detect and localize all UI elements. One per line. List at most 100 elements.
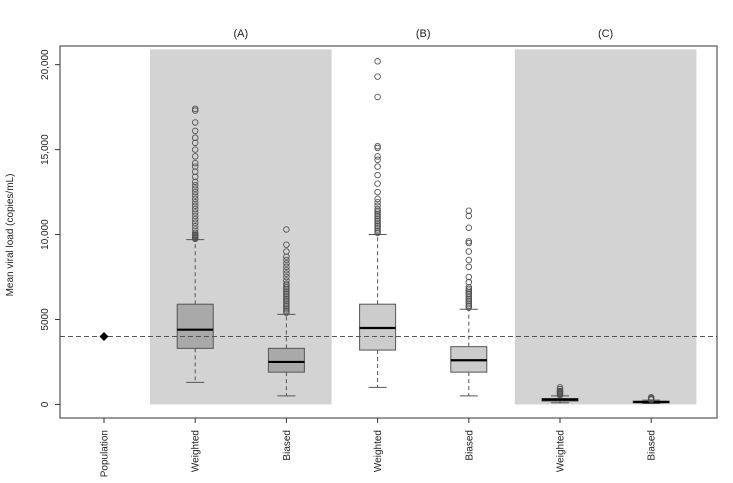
boxplot-weighted-b xyxy=(359,58,397,388)
outlier-point xyxy=(465,302,473,310)
outlier-point xyxy=(465,207,473,215)
outlier-point xyxy=(191,199,199,206)
outlier-point xyxy=(283,304,290,311)
outlier-point xyxy=(283,282,290,289)
outlier-point xyxy=(191,202,199,209)
plot-frame xyxy=(59,45,718,419)
outlier-point xyxy=(465,300,473,308)
panel-label: (A) xyxy=(233,28,248,40)
outlier-point xyxy=(374,93,381,101)
outlier-point xyxy=(374,199,381,206)
outlier-point xyxy=(465,283,473,291)
population-point xyxy=(99,331,109,341)
outlier-point xyxy=(283,256,290,264)
outlier-point xyxy=(191,188,199,196)
outlier-point xyxy=(374,209,381,216)
outlier-point xyxy=(191,168,199,175)
outlier-point xyxy=(465,294,473,301)
outlier-point xyxy=(465,248,473,255)
outlier-point xyxy=(465,212,473,220)
outlier-point xyxy=(465,224,473,232)
category-label: Biased xyxy=(464,430,475,461)
box-iqr xyxy=(176,303,214,349)
outlier-point xyxy=(556,385,564,393)
boxplot-biased-b xyxy=(450,207,488,397)
outlier-point xyxy=(465,292,473,299)
outlier-point xyxy=(191,192,199,199)
outlier-point xyxy=(374,210,381,218)
outlier-point xyxy=(556,384,564,391)
outlier-point xyxy=(374,180,381,187)
outlier-point xyxy=(283,263,290,271)
outlier-point xyxy=(191,229,199,237)
outlier-point xyxy=(191,153,199,160)
outlier-point xyxy=(374,227,381,235)
outlier-point xyxy=(283,285,290,293)
outlier-point xyxy=(374,156,381,164)
outlier-point xyxy=(647,394,655,401)
outlier-point xyxy=(283,294,290,301)
outlier-point xyxy=(374,73,381,80)
outlier-point xyxy=(374,144,381,152)
outlier-point xyxy=(374,229,381,237)
outlier-point xyxy=(191,195,199,203)
outlier-point xyxy=(283,277,290,284)
y-tick-label: 0 xyxy=(40,401,51,407)
outlier-point xyxy=(374,142,381,150)
boxplot-biased-a xyxy=(267,226,305,397)
outlier-point xyxy=(283,292,290,299)
outlier-point xyxy=(283,297,290,305)
outlier-point xyxy=(191,173,199,181)
outlier-point xyxy=(283,306,290,313)
outlier-point xyxy=(465,304,473,311)
outlier-point xyxy=(283,299,290,306)
boxplot-biased-c xyxy=(632,394,670,405)
outlier-point xyxy=(191,205,199,213)
outlier-point xyxy=(191,163,199,170)
outlier-point xyxy=(191,209,199,216)
outlier-point xyxy=(465,289,473,296)
y-tick-label: 20,000 xyxy=(40,49,51,80)
outlier-point xyxy=(191,159,199,167)
box-iqr xyxy=(267,347,305,373)
outlier-point xyxy=(283,226,290,233)
outlier-point xyxy=(465,287,473,294)
y-tick-label: 10,000 xyxy=(40,219,51,250)
category-label: Weighted xyxy=(373,430,384,472)
outlier-point xyxy=(283,290,290,298)
outlier-point xyxy=(374,224,381,232)
outlier-point xyxy=(191,107,199,114)
outlier-point xyxy=(374,214,381,221)
outlier-point xyxy=(191,178,199,186)
outlier-point xyxy=(283,289,290,296)
outlier-point xyxy=(465,256,473,264)
outlier-point xyxy=(374,219,381,226)
boxplot-weighted-a xyxy=(176,105,214,383)
outlier-point xyxy=(465,285,473,293)
outlier-point xyxy=(465,290,473,298)
panel-shade xyxy=(514,49,697,405)
outlier-point xyxy=(283,295,290,303)
outlier-point xyxy=(374,153,381,160)
outlier-point xyxy=(374,205,381,213)
outlier-point xyxy=(191,226,199,233)
outlier-point xyxy=(191,146,199,153)
outlier-point xyxy=(191,139,199,147)
category-label: Weighted xyxy=(556,430,567,472)
outlier-point xyxy=(283,241,290,248)
outlier-point xyxy=(374,216,381,223)
outlier-point xyxy=(465,238,473,245)
outlier-point xyxy=(283,300,290,308)
outlier-point xyxy=(465,297,473,305)
outlier-point xyxy=(191,182,199,189)
outlier-point xyxy=(283,260,290,267)
outlier-point xyxy=(374,221,381,228)
outlier-point xyxy=(191,105,199,113)
outlier-point xyxy=(191,231,199,238)
category-label: Biased xyxy=(647,430,658,461)
category-label: Population xyxy=(100,430,111,477)
outlier-point xyxy=(191,134,199,141)
outlier-point xyxy=(465,295,473,303)
outlier-point xyxy=(191,127,199,135)
